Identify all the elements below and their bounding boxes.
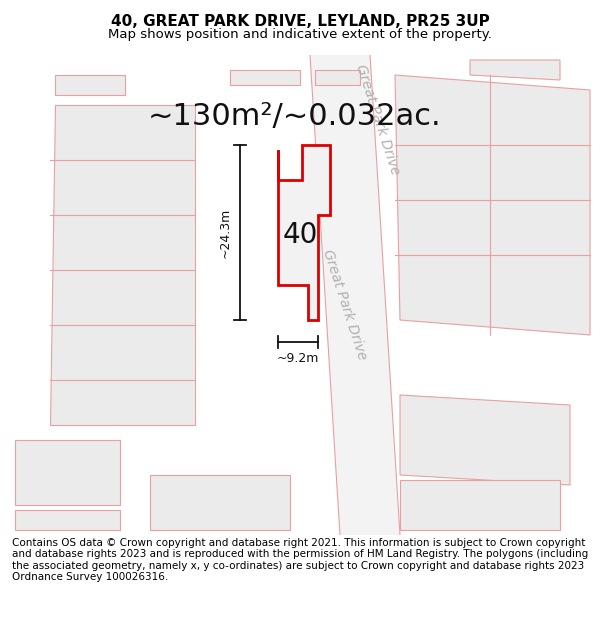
Polygon shape bbox=[315, 70, 360, 85]
Polygon shape bbox=[15, 510, 120, 530]
Text: ~130m²/~0.032ac.: ~130m²/~0.032ac. bbox=[148, 102, 442, 131]
Polygon shape bbox=[400, 395, 570, 485]
Polygon shape bbox=[395, 75, 590, 335]
Text: Contains OS data © Crown copyright and database right 2021. This information is : Contains OS data © Crown copyright and d… bbox=[12, 538, 588, 582]
Polygon shape bbox=[150, 475, 290, 530]
Polygon shape bbox=[310, 55, 400, 535]
Text: ~9.2m: ~9.2m bbox=[277, 352, 319, 365]
Polygon shape bbox=[400, 480, 560, 530]
Text: ~24.3m: ~24.3m bbox=[219, 208, 232, 258]
Polygon shape bbox=[15, 440, 120, 505]
Text: 40, GREAT PARK DRIVE, LEYLAND, PR25 3UP: 40, GREAT PARK DRIVE, LEYLAND, PR25 3UP bbox=[110, 14, 490, 29]
Text: 40: 40 bbox=[283, 221, 317, 249]
Polygon shape bbox=[278, 145, 330, 320]
Text: Great Park Drive: Great Park Drive bbox=[353, 63, 403, 177]
Polygon shape bbox=[470, 60, 560, 80]
Text: Map shows position and indicative extent of the property.: Map shows position and indicative extent… bbox=[108, 28, 492, 41]
Polygon shape bbox=[55, 75, 125, 95]
Polygon shape bbox=[50, 105, 195, 425]
Polygon shape bbox=[230, 70, 300, 85]
Text: Great Park Drive: Great Park Drive bbox=[320, 248, 370, 362]
